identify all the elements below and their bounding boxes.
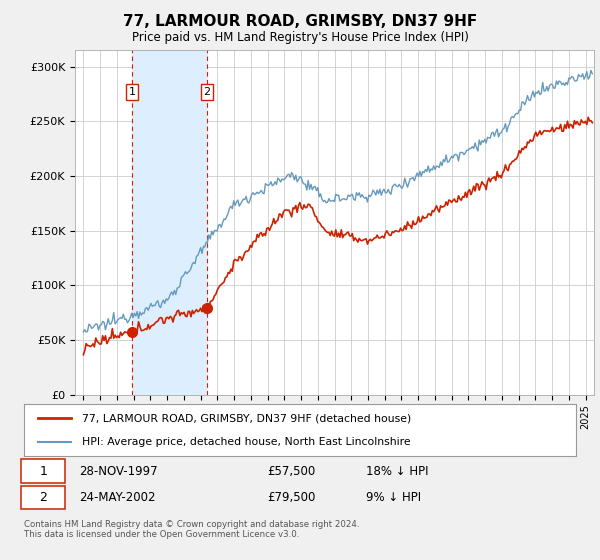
Text: 1: 1 [128, 87, 136, 97]
Text: 1: 1 [40, 465, 47, 478]
Text: 18% ↓ HPI: 18% ↓ HPI [366, 465, 429, 478]
Text: HPI: Average price, detached house, North East Lincolnshire: HPI: Average price, detached house, Nort… [82, 437, 410, 447]
Text: 24-MAY-2002: 24-MAY-2002 [79, 491, 156, 504]
FancyBboxPatch shape [21, 459, 65, 483]
Text: 77, LARMOUR ROAD, GRIMSBY, DN37 9HF: 77, LARMOUR ROAD, GRIMSBY, DN37 9HF [123, 14, 477, 29]
Text: 77, LARMOUR ROAD, GRIMSBY, DN37 9HF (detached house): 77, LARMOUR ROAD, GRIMSBY, DN37 9HF (det… [82, 413, 411, 423]
Text: £57,500: £57,500 [267, 465, 315, 478]
Text: 28-NOV-1997: 28-NOV-1997 [79, 465, 158, 478]
Text: 9% ↓ HPI: 9% ↓ HPI [366, 491, 421, 504]
Text: Contains HM Land Registry data © Crown copyright and database right 2024.
This d: Contains HM Land Registry data © Crown c… [24, 520, 359, 539]
Text: 2: 2 [203, 87, 211, 97]
Text: £79,500: £79,500 [267, 491, 315, 504]
Text: Price paid vs. HM Land Registry's House Price Index (HPI): Price paid vs. HM Land Registry's House … [131, 31, 469, 44]
Text: 2: 2 [40, 491, 47, 504]
FancyBboxPatch shape [21, 486, 65, 510]
Bar [132, 50, 207, 395]
